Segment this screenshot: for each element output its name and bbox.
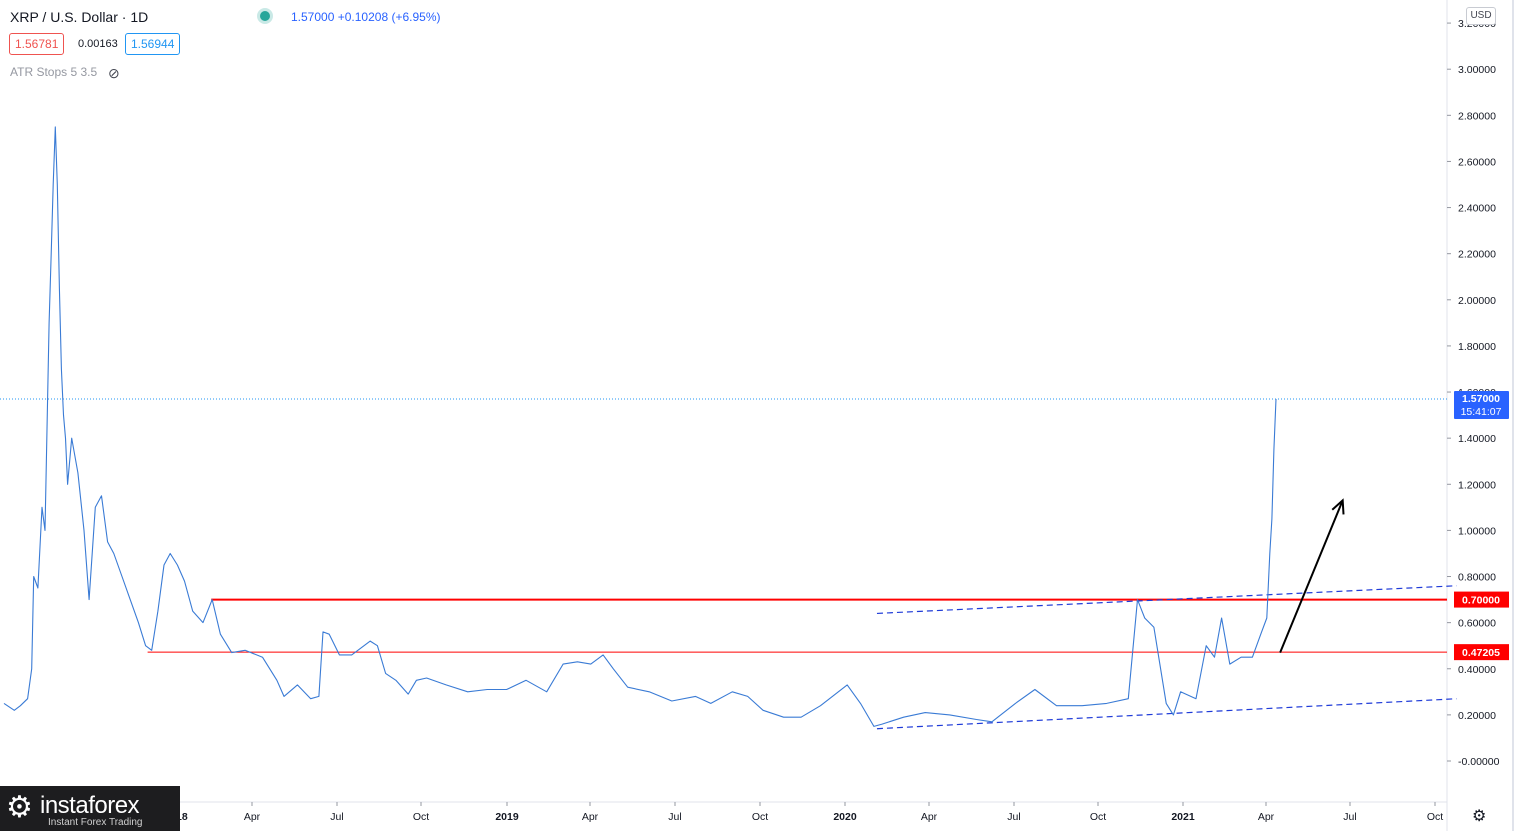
y-tick-label: 2.00000 — [1458, 295, 1496, 307]
logo-gear-icon: ⚙ — [6, 791, 33, 824]
last-price: 1.57000 — [291, 10, 335, 24]
x-tick-label: 2021 — [1171, 811, 1195, 823]
x-tick-label: Apr — [921, 811, 938, 823]
x-tick-label: Oct — [1090, 811, 1106, 823]
x-tick-label: Apr — [582, 811, 599, 823]
x-tick-label: Oct — [413, 811, 429, 823]
x-tick-label: Apr — [1258, 811, 1275, 823]
x-tick-label: Jul — [1007, 811, 1020, 823]
level-price-badge — [1454, 591, 1509, 608]
y-tick-label: 0.80000 — [1458, 572, 1496, 584]
y-tick-label: 2.60000 — [1458, 156, 1496, 168]
hide-eye-icon[interactable]: ⊘ — [108, 65, 120, 81]
settings-gear-icon[interactable]: ⚙ — [1472, 808, 1487, 825]
last-price-badge-price: 1.57000 — [1462, 393, 1500, 405]
x-tick-label: 2019 — [495, 811, 519, 823]
x-tick-label: Jul — [668, 811, 681, 823]
legend-price: 1.57000 +0.10208 (+6.95%) — [291, 10, 440, 24]
x-tick-label: Oct — [1427, 811, 1443, 823]
indicator-label[interactable]: ATR Stops 5 3.5 — [10, 65, 98, 79]
y-tick-label: 0.20000 — [1458, 710, 1496, 722]
last-price-badge-time: 15:41:07 — [1461, 406, 1502, 418]
y-tick-label: 0.40000 — [1458, 664, 1496, 676]
trendline — [876, 698, 1457, 730]
currency-button[interactable]: USD — [1466, 7, 1496, 25]
x-tick-label: 2020 — [833, 811, 857, 823]
y-tick-label: 1.40000 — [1458, 433, 1496, 445]
y-tick-label: 2.20000 — [1458, 249, 1496, 261]
forecast-arrow-head — [1331, 498, 1345, 515]
y-tick-label: 2.40000 — [1458, 203, 1496, 215]
x-tick-label: Oct — [752, 811, 768, 823]
forecast-arrow — [1279, 500, 1344, 653]
spread-value: 0.00163 — [78, 38, 118, 50]
sell-button[interactable]: 1.56781 — [9, 33, 65, 55]
market-status-icon — [260, 11, 270, 21]
buy-button[interactable]: 1.56944 — [125, 33, 181, 55]
price-change: +0.10208 (+6.95%) — [337, 10, 441, 24]
y-tick-label: 0.60000 — [1458, 618, 1496, 630]
x-tick-label: Apr — [244, 811, 261, 823]
level-price-label: 0.47205 — [1462, 647, 1500, 659]
x-tick-label: Jul — [330, 811, 343, 823]
level-price-badge — [1454, 644, 1509, 661]
y-tick-label: 2.80000 — [1458, 110, 1496, 122]
symbol-title[interactable]: XRP / U.S. Dollar · 1D — [10, 9, 149, 25]
y-tick-label: 1.80000 — [1458, 341, 1496, 353]
y-tick-label: 1.20000 — [1458, 479, 1496, 491]
right-border — [1512, 0, 1514, 831]
y-tick-label: 1.00000 — [1458, 525, 1496, 537]
x-tick-label: Jul — [1343, 811, 1356, 823]
last-price-badge — [1454, 390, 1509, 419]
price-series-line — [3, 126, 1277, 727]
y-tick-label: -0.00000 — [1458, 756, 1500, 768]
level-price-label: 0.70000 — [1462, 595, 1500, 607]
watermark-logo: ⚙ instaforex Instant Forex Trading — [0, 786, 180, 831]
y-tick-label: 3.00000 — [1458, 64, 1496, 76]
trendline — [876, 585, 1457, 615]
